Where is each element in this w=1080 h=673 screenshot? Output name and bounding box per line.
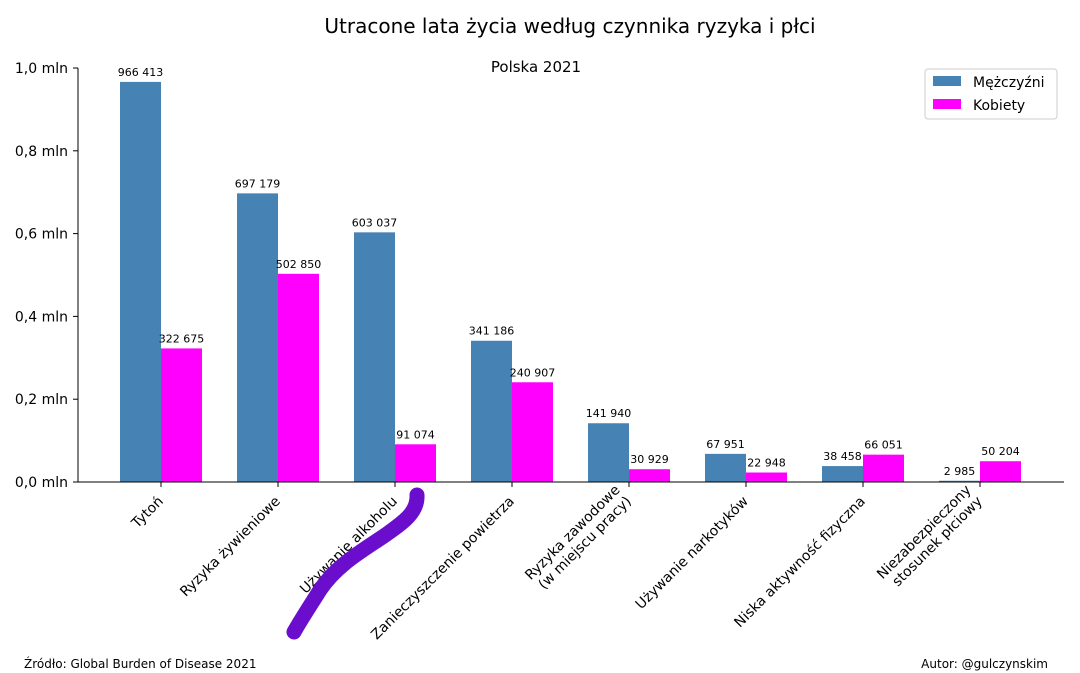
bar-men-5	[705, 453, 746, 482]
bar-men-1	[237, 193, 278, 482]
data-label-men-2: 603 037	[352, 216, 398, 229]
y-tick-label-0: 0,0 mln	[15, 475, 68, 491]
y-tick-label-3: 0,6 mln	[15, 227, 68, 243]
data-label-men-7: 2 985	[944, 465, 976, 478]
bar-men-3	[471, 340, 512, 482]
x-tick-label-line: Ryzyka żywieniowe	[177, 494, 284, 601]
data-label-men-1: 697 179	[235, 177, 281, 190]
bar-women-5	[746, 472, 787, 482]
y-tick-label-4: 0,8 mln	[15, 144, 68, 160]
data-label-women-2: 91 074	[396, 428, 435, 441]
bar-women-6	[863, 454, 904, 482]
data-label-women-5: 22 948	[747, 456, 786, 469]
x-tick-label-line: Niezabezpieczony	[874, 482, 974, 582]
y-tick-label-5: 1,0 mln	[15, 61, 68, 77]
y-tick-label-1: 0,2 mln	[15, 392, 68, 408]
data-labels-group: 966 413 697 179 603 037 341 186 141 940 67 95…	[118, 66, 1020, 478]
legend-label-men: Mężczyźni	[973, 75, 1044, 91]
bar-men-6	[822, 466, 863, 482]
bar-women-0	[161, 348, 202, 482]
x-tick-label-7: Niezabezpieczonystosunek płciowy	[874, 482, 986, 594]
bar-women-3	[512, 382, 553, 482]
x-tick-label-4: Ryzyka zawodowe(w miejscu pracy)	[522, 482, 635, 595]
x-tick-label-line: Zanieczyszczenie powietrza	[368, 494, 518, 644]
author-note: Autor: @gulczynskim	[921, 657, 1048, 671]
data-label-women-4: 30 929	[630, 453, 669, 466]
bar-men-7	[939, 480, 980, 482]
handwritten-scribble-annotation	[286, 487, 425, 640]
bar-women-4	[629, 469, 670, 482]
bar-men-2	[354, 232, 395, 482]
y-tick-label-2: 0,4 mln	[15, 309, 68, 325]
x-axis: Tytoń Ryzyka żywieniowe Używanie alkoholuZ…	[78, 481, 1064, 644]
x-tick-label-line: Używanie narkotyków	[633, 494, 752, 613]
x-tick-label-1: Ryzyka żywieniowe	[177, 494, 284, 601]
x-tick-label-line: Używanie alkoholu	[297, 494, 401, 598]
bar-women-7	[980, 461, 1021, 482]
x-tick-label-3: Zanieczyszczenie powietrza	[368, 494, 518, 644]
data-label-women-7: 50 204	[981, 445, 1020, 458]
x-tick-label-line: Ryzyka zawodowe	[522, 482, 623, 583]
data-label-men-0: 966 413	[118, 66, 164, 79]
data-label-men-6: 38 458	[823, 450, 862, 463]
data-label-men-4: 141 940	[586, 407, 632, 420]
bar-men-4	[588, 423, 629, 482]
x-tick-label-2: Używanie alkoholu	[297, 494, 401, 598]
legend-swatch-men	[933, 76, 961, 86]
data-label-women-1: 502 850	[276, 258, 322, 271]
source-note: Źródło: Global Burden of Disease 2021	[24, 656, 256, 671]
y-axis: 0,0 mln 0,2 mln 0,4 mln 0,6 mln 0,8 mln 1,0 m…	[15, 61, 79, 491]
data-label-women-6: 66 051	[864, 439, 903, 452]
x-tick-label-6: Niska aktywność fizyczna	[731, 494, 868, 631]
legend-label-women: Kobiety	[973, 98, 1025, 114]
bar-men-0	[120, 81, 161, 482]
data-label-men-3: 341 186	[469, 325, 515, 338]
legend: Mężczyźni Kobiety	[924, 68, 1058, 120]
bar-women-1	[278, 273, 319, 482]
x-tick-label-line: Niska aktywność fizyczna	[731, 494, 868, 631]
data-label-women-3: 240 907	[510, 366, 556, 379]
chart-title: Utracone lata życia według czynnika ryzy…	[324, 14, 815, 38]
x-tick-label-line: Tytoń	[128, 494, 167, 533]
x-tick-label-5: Używanie narkotyków	[633, 494, 752, 613]
data-label-women-0: 322 675	[159, 332, 205, 345]
bars-group	[120, 81, 1021, 482]
bar-women-2	[395, 444, 436, 482]
legend-swatch-women	[933, 99, 961, 109]
x-tick-label-0: Tytoń	[128, 494, 167, 533]
chart-subtitle: Polska 2021	[491, 58, 581, 76]
data-label-men-5: 67 951	[706, 438, 745, 451]
